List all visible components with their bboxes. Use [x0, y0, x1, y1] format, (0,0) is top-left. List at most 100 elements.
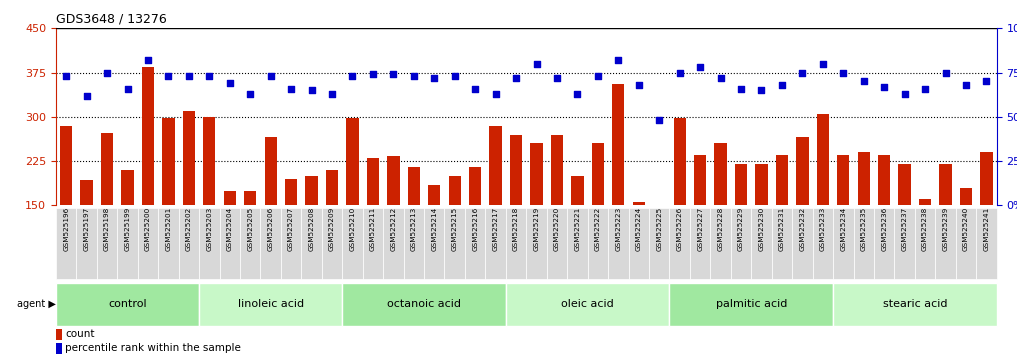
Text: GSM525237: GSM525237: [902, 207, 907, 251]
Bar: [694, 155, 706, 294]
Text: GSM525227: GSM525227: [697, 207, 703, 251]
FancyBboxPatch shape: [669, 208, 690, 279]
Text: GSM525225: GSM525225: [656, 207, 662, 251]
Bar: [183, 111, 195, 294]
Text: oleic acid: oleic acid: [561, 299, 614, 309]
Text: GSM525217: GSM525217: [492, 207, 498, 251]
Bar: [305, 176, 317, 294]
Bar: [264, 137, 277, 294]
FancyBboxPatch shape: [567, 208, 588, 279]
FancyBboxPatch shape: [321, 208, 343, 279]
Point: [365, 72, 381, 77]
FancyBboxPatch shape: [547, 208, 567, 279]
Text: GSM525201: GSM525201: [166, 207, 172, 251]
Bar: [919, 199, 932, 294]
FancyBboxPatch shape: [76, 208, 97, 279]
FancyBboxPatch shape: [281, 208, 301, 279]
FancyBboxPatch shape: [424, 208, 444, 279]
Text: GSM525207: GSM525207: [288, 207, 294, 251]
Text: control: control: [108, 299, 146, 309]
Text: GSM525208: GSM525208: [308, 207, 314, 251]
FancyBboxPatch shape: [505, 208, 527, 279]
Text: GSM525216: GSM525216: [472, 207, 478, 251]
Text: GSM525203: GSM525203: [206, 207, 213, 251]
Point: [897, 91, 913, 97]
Text: GSM525235: GSM525235: [860, 207, 866, 251]
Point: [570, 91, 586, 97]
Text: GSM525238: GSM525238: [922, 207, 929, 251]
Bar: [203, 117, 216, 294]
Bar: [408, 167, 420, 294]
FancyBboxPatch shape: [343, 283, 505, 326]
Point: [549, 75, 565, 81]
FancyBboxPatch shape: [404, 208, 424, 279]
FancyBboxPatch shape: [159, 208, 179, 279]
Text: GDS3648 / 13276: GDS3648 / 13276: [56, 13, 167, 26]
Text: count: count: [65, 329, 95, 339]
FancyBboxPatch shape: [343, 208, 363, 279]
Bar: [469, 167, 481, 294]
FancyBboxPatch shape: [792, 208, 813, 279]
Bar: [60, 126, 72, 294]
Text: GSM525199: GSM525199: [124, 207, 130, 251]
Text: GSM525223: GSM525223: [615, 207, 621, 251]
Point: [242, 91, 258, 97]
Point: [529, 61, 545, 67]
Text: GSM525196: GSM525196: [63, 207, 69, 251]
Point: [303, 87, 319, 93]
Point: [487, 91, 503, 97]
Point: [262, 73, 279, 79]
Point: [78, 93, 95, 98]
FancyBboxPatch shape: [976, 208, 997, 279]
Text: linoleic acid: linoleic acid: [238, 299, 304, 309]
Bar: [673, 118, 685, 294]
Bar: [80, 180, 93, 294]
Text: GSM525240: GSM525240: [963, 207, 969, 251]
Text: GSM525230: GSM525230: [759, 207, 765, 251]
Bar: [163, 118, 175, 294]
Text: GSM525204: GSM525204: [227, 207, 233, 251]
Point: [161, 73, 177, 79]
Point: [835, 70, 851, 75]
Point: [283, 86, 299, 91]
Point: [385, 72, 402, 77]
Text: GSM525222: GSM525222: [595, 207, 601, 251]
Bar: [551, 135, 563, 294]
Bar: [325, 170, 339, 294]
Point: [323, 91, 340, 97]
Bar: [960, 188, 972, 294]
Point: [733, 86, 750, 91]
Bar: [510, 135, 522, 294]
Bar: [940, 164, 952, 294]
Text: GSM525239: GSM525239: [943, 207, 949, 251]
FancyBboxPatch shape: [956, 208, 976, 279]
Text: percentile rank within the sample: percentile rank within the sample: [65, 343, 241, 353]
Point: [876, 84, 892, 90]
Point: [774, 82, 790, 88]
Point: [978, 79, 995, 84]
FancyBboxPatch shape: [240, 208, 260, 279]
Bar: [141, 67, 155, 294]
Point: [692, 64, 708, 70]
Text: GSM525214: GSM525214: [431, 207, 437, 251]
Text: GSM525197: GSM525197: [83, 207, 89, 251]
Point: [119, 86, 135, 91]
Text: GSM525202: GSM525202: [186, 207, 192, 251]
Bar: [653, 205, 665, 294]
Text: GSM525234: GSM525234: [840, 207, 846, 251]
Point: [222, 80, 238, 86]
Bar: [857, 152, 870, 294]
FancyBboxPatch shape: [690, 208, 710, 279]
FancyBboxPatch shape: [588, 208, 608, 279]
FancyBboxPatch shape: [97, 208, 117, 279]
Text: GSM525229: GSM525229: [738, 207, 744, 251]
Text: GSM525241: GSM525241: [983, 207, 990, 251]
Point: [794, 70, 811, 75]
Bar: [572, 176, 584, 294]
FancyBboxPatch shape: [56, 208, 76, 279]
Bar: [715, 143, 727, 294]
FancyBboxPatch shape: [833, 283, 997, 326]
FancyBboxPatch shape: [874, 208, 894, 279]
Point: [671, 70, 687, 75]
Text: GSM525215: GSM525215: [452, 207, 458, 251]
